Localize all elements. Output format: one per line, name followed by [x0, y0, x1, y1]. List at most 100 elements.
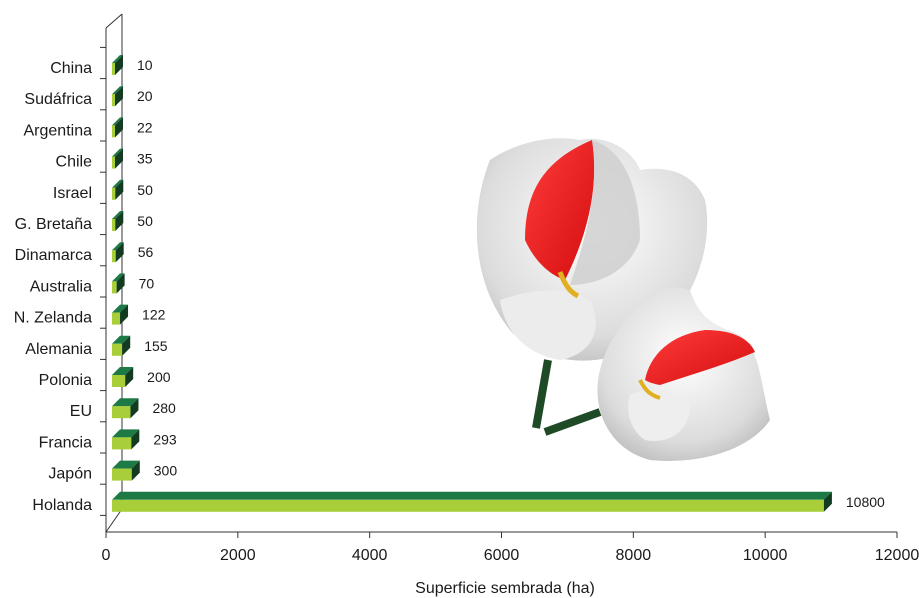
bar-front-face — [112, 63, 115, 75]
bar-sudáfrica — [112, 86, 123, 107]
bar-front-face — [112, 156, 115, 169]
data-label: 10 — [137, 57, 153, 73]
x-axis-title: Superficie sembrada (ha) — [415, 580, 595, 597]
chart-bars — [112, 55, 832, 512]
chart-labels: 0 2000 4000 6000 8000 10000 12000 Holanda 10800 J… — [14, 57, 919, 564]
bar-side-face — [125, 367, 134, 387]
bar-china — [112, 55, 123, 75]
bar-dinamarca — [112, 242, 124, 263]
data-label: 155 — [144, 338, 168, 354]
bar-front-face — [112, 219, 116, 231]
x-tick-label: 0 — [102, 547, 111, 564]
bar-alemania — [112, 335, 131, 356]
category-label: EU — [70, 403, 92, 420]
x-tick-label: 10000 — [743, 547, 788, 564]
bar-australia — [112, 273, 125, 294]
bar-top-face — [112, 367, 134, 375]
data-label: 10800 — [846, 494, 885, 510]
bar-front-face — [112, 250, 116, 263]
bar-front-face — [112, 468, 132, 481]
bar-side-face — [122, 335, 131, 356]
bar-top-face — [112, 179, 124, 188]
bar-top-face — [112, 460, 140, 469]
bar-front-face — [112, 94, 115, 107]
bar-side-face — [131, 429, 140, 450]
bar-side-face — [120, 304, 129, 325]
bar-side-face — [115, 117, 123, 138]
bar-front-face — [112, 312, 121, 325]
data-label: 50 — [137, 213, 153, 229]
bar-top-face — [112, 117, 123, 126]
bar-chile — [112, 148, 123, 169]
bar-top-face — [112, 273, 125, 282]
bar-n-zelanda — [112, 304, 129, 325]
bar-top-face — [112, 398, 139, 407]
category-label: G. Bretaña — [15, 216, 92, 233]
data-label: 22 — [137, 119, 153, 135]
x-tick-label: 2000 — [220, 547, 256, 564]
bar-front-face — [112, 281, 117, 294]
category-label: Argentina — [24, 122, 93, 139]
bar-front-face — [112, 375, 126, 387]
bar-francia — [112, 429, 140, 450]
x-tick-label: 8000 — [616, 547, 652, 564]
bar-side-face — [823, 491, 832, 512]
data-label: 70 — [139, 275, 155, 291]
chart-axes — [100, 13, 898, 538]
bar-front-face — [112, 187, 116, 200]
bar-top-face — [112, 211, 124, 219]
category-label: N. Zelanda — [14, 310, 92, 327]
data-label: 20 — [137, 88, 153, 104]
bar-side-face — [115, 148, 123, 169]
bar-eu — [112, 398, 139, 419]
category-label: China — [50, 60, 92, 77]
bar-side-face — [116, 273, 125, 294]
y-axis-top-edge — [105, 13, 123, 29]
bar-top-face — [112, 491, 832, 500]
bar-side-face — [115, 179, 124, 200]
data-label: 122 — [142, 307, 166, 323]
category-label: Alemania — [25, 341, 92, 358]
category-label: Chile — [56, 154, 93, 171]
category-label: Israel — [53, 185, 92, 202]
bar-side-face — [130, 398, 139, 419]
bar-top-face — [112, 148, 123, 157]
bar-top-face — [112, 242, 124, 251]
bar-top-face — [112, 429, 140, 438]
data-label: 300 — [154, 463, 178, 479]
bar-side-face — [115, 55, 123, 75]
bar-side-face — [131, 460, 140, 481]
category-label: Francia — [39, 434, 92, 451]
bar-side-face — [115, 242, 124, 263]
bar-front-face — [112, 406, 131, 419]
bar-top-face — [112, 304, 129, 313]
category-label: Australia — [30, 278, 92, 295]
category-label: Polonia — [39, 372, 92, 389]
bar-side-face — [115, 86, 123, 107]
bar-top-face — [112, 86, 123, 95]
x-tick-label: 4000 — [352, 547, 388, 564]
data-label: 280 — [152, 400, 176, 416]
bar-front-face — [112, 343, 123, 356]
category-label: Sudáfrica — [24, 91, 92, 108]
bar-front-face — [112, 499, 824, 512]
x-tick-label: 6000 — [484, 547, 520, 564]
bar-holanda — [112, 491, 832, 512]
data-label: 50 — [137, 182, 153, 198]
data-label: 56 — [138, 244, 154, 260]
data-label: 293 — [153, 431, 177, 447]
bar-argentina — [112, 117, 123, 138]
data-label: 35 — [137, 151, 153, 167]
bar-japón — [112, 460, 140, 481]
floor-left-edge — [105, 508, 123, 533]
bar-polonia — [112, 367, 134, 387]
category-label: Japón — [48, 466, 92, 483]
bar-top-face — [112, 55, 123, 63]
bar-front-face — [112, 437, 132, 450]
bar-side-face — [115, 211, 124, 231]
x-tick-label: 12000 — [875, 547, 919, 564]
data-label: 200 — [147, 369, 171, 385]
bar-israel — [112, 179, 124, 200]
bar-top-face — [112, 335, 131, 344]
